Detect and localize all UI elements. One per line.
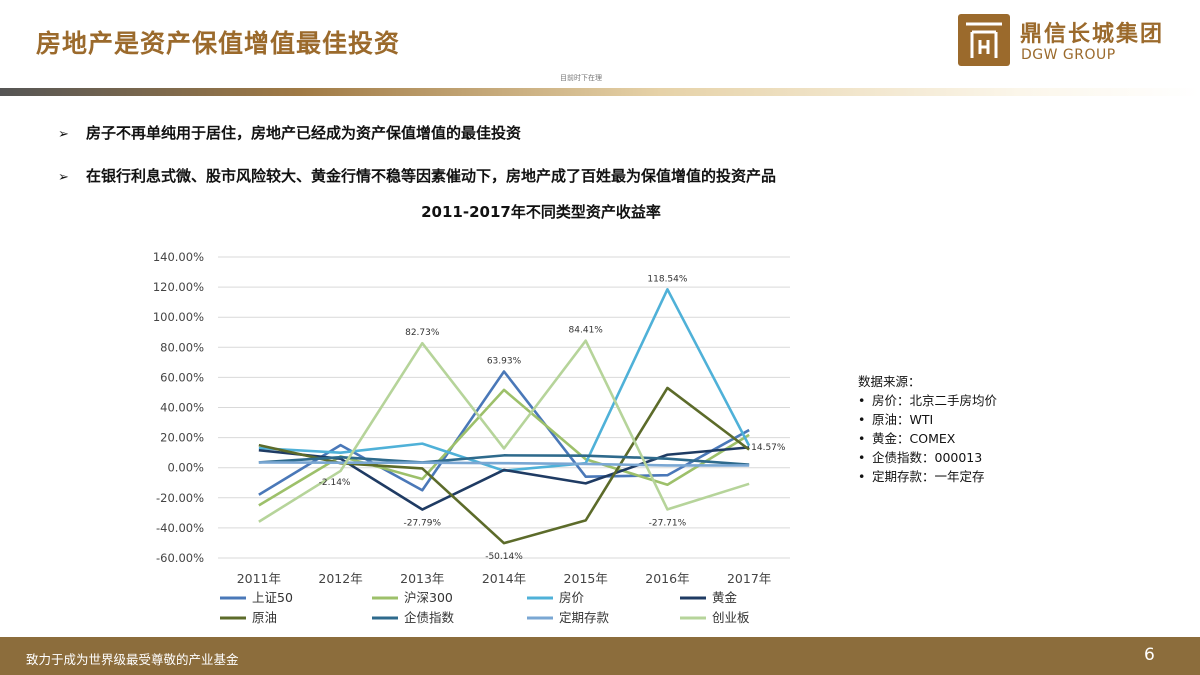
page-number: 6 bbox=[1144, 645, 1155, 665]
series-line-3 bbox=[258, 446, 750, 511]
legend-entry: 定期存款 bbox=[559, 610, 610, 625]
bullet-text-2: 在银行利息式微、股市风险较大、黄金行情不稳等因素催动下，房地产成了百姓最为保值增… bbox=[86, 167, 777, 185]
y-axis-ticks: -60.00% -40.00% -20.00% 0.00% 20.00% 40.00% 60… bbox=[153, 250, 204, 565]
chart-title: 2011-2017年不同类型资产收益率 bbox=[421, 203, 661, 221]
legend-entry: 沪深300 bbox=[404, 590, 453, 605]
y-tick-label: -20.00% bbox=[156, 491, 204, 505]
y-tick-label: 120.00% bbox=[153, 280, 204, 294]
y-tick-label: -60.00% bbox=[156, 551, 204, 565]
data-label: -27.71% bbox=[649, 518, 687, 528]
data-source-item: 原油：WTI bbox=[858, 410, 997, 429]
y-tick-label: 40.00% bbox=[160, 401, 204, 415]
data-source-title: 数据来源： bbox=[858, 374, 921, 389]
logo-emblem-icon bbox=[966, 22, 1002, 58]
legend-entry: 原油 bbox=[252, 610, 277, 625]
brand-name-cn: 鼎信长城集团 bbox=[1020, 22, 1165, 47]
data-source-item: 房价：北京二手房均价 bbox=[858, 391, 997, 410]
series-line-7 bbox=[258, 339, 750, 523]
chart-gridlines bbox=[218, 256, 790, 559]
footer-slogan: 致力于成为世界级最受尊敬的产业基金 bbox=[26, 652, 239, 667]
x-tick-label: 2017年 bbox=[727, 571, 771, 586]
x-tick-label: 2012年 bbox=[318, 571, 362, 586]
data-source-item: 企债指数：000013 bbox=[858, 448, 997, 467]
x-tick-label: 2016年 bbox=[645, 571, 689, 586]
brand-name-en: DGW GROUP bbox=[1021, 47, 1116, 63]
slide-title: 房地产是资产保值增值最佳投资 bbox=[36, 29, 401, 58]
x-tick-label: 2013年 bbox=[400, 571, 444, 586]
data-label: -50.14% bbox=[485, 552, 523, 562]
series-line-6 bbox=[258, 461, 750, 467]
x-tick-label: 2014年 bbox=[482, 571, 526, 586]
legend-entry: 创业板 bbox=[712, 610, 750, 625]
y-tick-label: 100.00% bbox=[153, 310, 204, 324]
legend-entry: 上证50 bbox=[252, 590, 293, 605]
y-tick-label: -40.00% bbox=[156, 521, 204, 535]
series-line-5 bbox=[258, 454, 750, 466]
bullet-item-1: ➢ 房子不再单纯用于居住，房地产已经成为资产保值增值的最佳投资 bbox=[58, 122, 521, 143]
y-tick-label: 60.00% bbox=[160, 370, 204, 384]
data-label: 63.93% bbox=[487, 356, 522, 366]
returns-line-chart: 2011-2017年不同类型资产收益率 -60.00% -40.00% -20.00… bbox=[153, 203, 790, 625]
data-source-note: 数据来源： 房价：北京二手房均价 原油：WTI 黄金：COMEX 企债指数：00… bbox=[858, 372, 997, 486]
data-label: 82.73% bbox=[405, 328, 440, 338]
legend-entry: 房价 bbox=[559, 590, 585, 605]
data-label: 14.57% bbox=[751, 443, 786, 453]
header-divider bbox=[0, 88, 1200, 96]
series-line-2 bbox=[258, 287, 751, 473]
slide-header: 房地产是资产保值增值最佳投资 目前时下在理 鼎信长城集团 DGW GROUP bbox=[0, 0, 1200, 100]
bullet-item-2: ➢ 在银行利息式微、股市风险较大、黄金行情不稳等因素催动下，房地产成了百姓最为保值… bbox=[58, 165, 776, 186]
data-label: -2.14% bbox=[319, 478, 351, 488]
series-line-0 bbox=[258, 370, 750, 496]
data-label: -27.79% bbox=[403, 519, 441, 529]
legend-entry: 黄金 bbox=[712, 590, 738, 605]
arrow-bullet-icon: ➢ bbox=[58, 170, 69, 185]
x-tick-label: 2011年 bbox=[237, 571, 281, 586]
x-tick-label: 2015年 bbox=[564, 571, 608, 586]
data-source-item: 黄金：COMEX bbox=[858, 429, 997, 448]
slide-footer: 致力于成为世界级最受尊敬的产业基金 6 bbox=[0, 637, 1200, 675]
brand-logo bbox=[958, 14, 1010, 66]
y-tick-label: 20.00% bbox=[160, 431, 204, 445]
arrow-bullet-icon: ➢ bbox=[58, 127, 69, 142]
y-tick-label: 80.00% bbox=[160, 340, 204, 354]
data-label: 84.41% bbox=[569, 326, 604, 336]
x-axis-ticks: 2011年 2012年 2013年 2014年 2015年 2016年 2017年 bbox=[237, 571, 772, 586]
bullet-text-1: 房子不再单纯用于居住，房地产已经成为资产保值增值的最佳投资 bbox=[86, 124, 522, 142]
y-tick-label: 140.00% bbox=[153, 250, 204, 264]
y-tick-label: 0.00% bbox=[167, 461, 204, 475]
data-label: 118.54% bbox=[647, 274, 687, 284]
data-source-item: 定期存款：一年定存 bbox=[858, 467, 997, 486]
chart-series bbox=[258, 287, 751, 545]
chart-data-labels: 82.73% 63.93% 84.41% 118.54% -2.14% -27.79% -5… bbox=[319, 274, 786, 562]
legend-entry: 企债指数 bbox=[404, 610, 455, 625]
header-subnote: 目前时下在理 bbox=[560, 74, 602, 82]
